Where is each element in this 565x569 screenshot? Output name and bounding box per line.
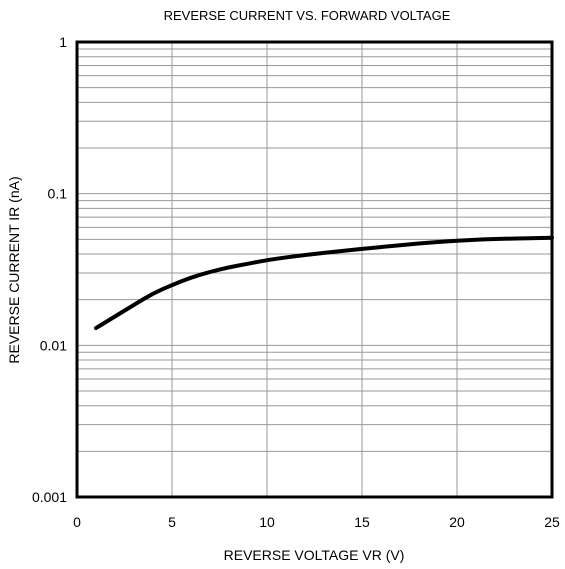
x-tick-label: 0 [73, 514, 81, 530]
plot-frame [75, 40, 554, 499]
y-tick-label: 0.001 [32, 489, 67, 505]
grid [77, 42, 552, 497]
x-tick-label: 5 [168, 514, 176, 530]
y-tick-labels: 0.001 0.01 0.1 1 [32, 34, 67, 505]
y-tick-label: 1 [59, 34, 67, 50]
x-tick-label: 10 [259, 514, 275, 530]
y-axis-label: REVERSE CURRENT IR (nA) [6, 176, 22, 363]
x-axis-label: REVERSE VOLTAGE VR (V) [224, 547, 405, 563]
chart-title: REVERSE CURRENT VS. FORWARD VOLTAGE [164, 8, 451, 23]
series-line [94, 235, 554, 331]
y-tick-label: 0.01 [40, 337, 67, 353]
x-tick-label: 25 [544, 514, 560, 530]
x-tick-label: 20 [449, 514, 465, 530]
x-tick-label: 15 [354, 514, 370, 530]
x-tick-labels: 0 5 10 15 20 25 [73, 514, 560, 530]
y-tick-label: 0.1 [48, 186, 68, 202]
